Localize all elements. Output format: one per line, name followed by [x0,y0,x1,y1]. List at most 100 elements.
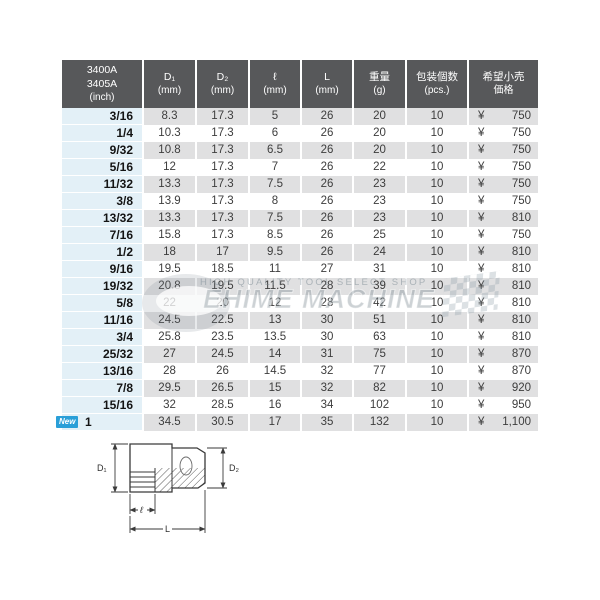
value-cell: 10 [405,125,467,142]
size-inch-cell: 3/16 [62,108,142,125]
value-cell: 132 [352,414,405,431]
value-cell: 75 [352,346,405,363]
value-cell: 28 [300,278,352,295]
table-row: 7/8 29.5 26.5 15 32 82 10 ¥920 [62,380,538,397]
value-cell: 25 [352,227,405,244]
value-cell: 7 [248,159,300,176]
value-cell: 10 [405,295,467,312]
price-cell: ¥810 [467,278,538,295]
price-amount: 810 [511,263,531,275]
header-col-2: D₂ (mm) [195,60,248,108]
value-cell: 11.5 [248,278,300,295]
header-col-5: 重量 (g) [352,60,405,108]
size-inch-cell: 15/16 [62,397,142,414]
price-cell: ¥810 [467,312,538,329]
table-row: 11/32 13.3 17.3 7.5 26 23 10 ¥750 [62,176,538,193]
header-line1: 重量 [369,70,390,83]
price-amount: 810 [511,297,531,309]
currency-symbol: ¥ [478,348,485,360]
size-inch-cell: 5/8 [62,295,142,312]
header-line1: D₁ [163,70,176,83]
value-cell: 35 [300,414,352,431]
value-cell: 82 [352,380,405,397]
size-inch-cell: 9/16 [62,261,142,278]
value-cell: 17.3 [195,142,248,159]
price-cell: ¥870 [467,363,538,380]
value-cell: 20 [352,142,405,159]
price-amount: 750 [511,144,531,156]
table-row: 9/32 10.8 17.3 6.5 26 20 10 ¥750 [62,142,538,159]
value-cell: 18.5 [195,261,248,278]
value-cell: 7.5 [248,210,300,227]
price-cell: ¥810 [467,295,538,312]
value-cell: 26 [300,125,352,142]
currency-symbol: ¥ [478,416,485,428]
value-cell: 26 [300,142,352,159]
price-cell: ¥920 [467,380,538,397]
value-cell: 20 [195,295,248,312]
value-cell: 5 [248,108,300,125]
value-cell: 26 [300,210,352,227]
value-cell: 17 [248,414,300,431]
value-cell: 10 [405,261,467,278]
header-model-cell: 3400A 3405A (inch) [62,60,142,108]
value-cell: 6.5 [248,142,300,159]
value-cell: 34.5 [142,414,195,431]
currency-symbol: ¥ [478,144,485,156]
table-row: 15/16 32 28.5 16 34 102 10 ¥950 [62,397,538,414]
value-cell: 28 [142,363,195,380]
size-inch-cell: 11/16 [62,312,142,329]
value-cell: 25.8 [142,329,195,346]
header-line2: (mm) [263,85,287,97]
value-cell: 7.5 [248,176,300,193]
value-cell: 26 [195,363,248,380]
price-amount: 810 [511,331,531,343]
value-cell: 23 [352,176,405,193]
value-cell: 8 [248,193,300,210]
value-cell: 24.5 [195,346,248,363]
value-cell: 12 [248,295,300,312]
value-cell: 10 [405,278,467,295]
value-cell: 17 [195,244,248,261]
value-cell: 9.5 [248,244,300,261]
price-amount: 920 [511,382,531,394]
size-inch-cell: 9/32 [62,142,142,159]
drive-hole [179,456,193,476]
value-cell: 31 [352,261,405,278]
table-header: 3400A 3405A (inch) D₁ (mm) D₂ (mm) ℓ (mm) L (mm… [62,60,538,108]
currency-symbol: ¥ [478,229,485,241]
value-cell: 32 [300,363,352,380]
header-line2: (mm) [210,85,235,97]
table-row: 3/8 13.9 17.3 8 26 23 10 ¥750 [62,193,538,210]
value-cell: 42 [352,295,405,312]
value-cell: 10 [405,142,467,159]
currency-symbol: ¥ [478,331,485,343]
price-cell: ¥750 [467,227,538,244]
size-inch-cell: 1/2 [62,244,142,261]
header-line2: (mm) [315,85,339,97]
header-line1: ℓ [273,70,277,83]
socket-serrations [130,471,155,488]
table-row: 5/8 22 20 12 28 42 10 ¥810 [62,295,538,312]
d1-label: D₁ [97,463,107,473]
value-cell: 12 [142,159,195,176]
socket-section-hatch [155,468,205,492]
value-cell: 26 [300,108,352,125]
value-cell: 26 [300,176,352,193]
price-cell: ¥750 [467,159,538,176]
value-cell: 10 [405,210,467,227]
value-cell: 17.3 [195,193,248,210]
d2-dimension [207,447,227,489]
price-cell: ¥870 [467,346,538,363]
currency-symbol: ¥ [478,297,485,309]
currency-symbol: ¥ [478,382,485,394]
value-cell: 10 [405,363,467,380]
price-cell: ¥750 [467,193,538,210]
value-cell: 10 [405,244,467,261]
socket-spec-table: 3400A 3405A (inch) D₁ (mm) D₂ (mm) ℓ (mm) L (mm… [56,60,538,431]
price-cell: ¥750 [467,108,538,125]
currency-symbol: ¥ [478,280,485,292]
currency-symbol: ¥ [478,263,485,275]
model-unit: (inch) [89,92,115,104]
header-col-4: L (mm) [300,60,352,108]
